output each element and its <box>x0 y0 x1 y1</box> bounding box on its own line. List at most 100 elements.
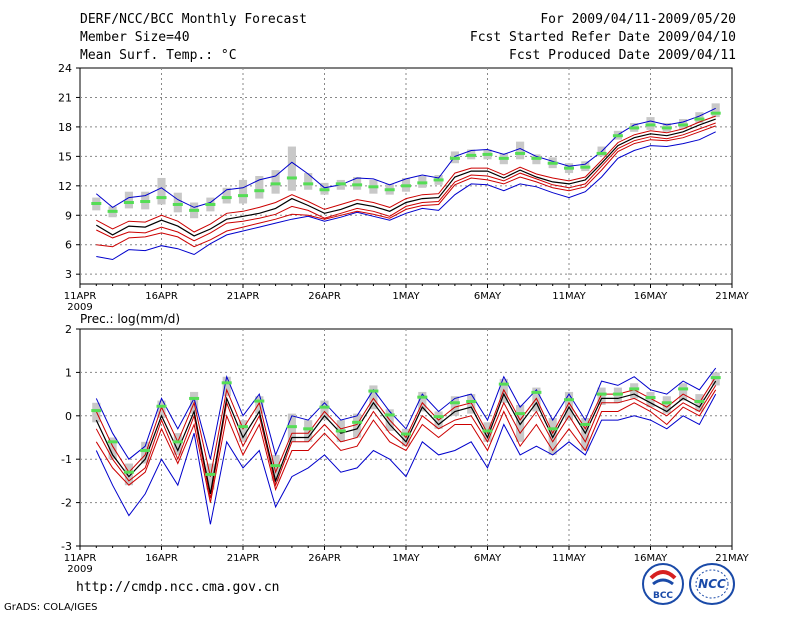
temp-median-marker <box>710 111 721 115</box>
temp-xtick-label: 11MAY <box>552 291 586 302</box>
prec-q25-line <box>95 385 717 499</box>
prec-spread-box <box>467 394 476 414</box>
produced-date: Fcst Produced Date 2009/04/11 <box>509 48 736 63</box>
temp-median-marker <box>270 182 281 186</box>
temp-q75-line <box>96 115 716 233</box>
temp-ytick-label: 9 <box>65 209 72 222</box>
prec-xtick-label: 11MAY <box>552 553 586 564</box>
prec-median-marker <box>123 470 134 474</box>
temp-xtick-label: 11APR <box>64 291 97 302</box>
prec-ytick-label: -1 <box>61 453 72 466</box>
prec-spread-box <box>222 376 231 397</box>
prec-spread-box <box>646 391 655 408</box>
prec-median-marker <box>319 405 330 409</box>
prec-spread-box <box>238 420 248 442</box>
prec-xtick-label: 21APR <box>227 553 260 564</box>
prec-median-marker <box>221 381 232 385</box>
temp-ytick-label: 6 <box>65 239 72 252</box>
prec-median-marker <box>629 387 640 391</box>
prec-ytick-label: -3 <box>61 540 72 553</box>
temp-ytick-label: 3 <box>65 268 72 281</box>
temp-median-marker <box>156 196 167 200</box>
temp-median-marker <box>238 194 248 198</box>
temp-median-marker <box>303 182 314 186</box>
prec-median-marker <box>352 420 363 424</box>
prec-median-marker <box>678 387 689 391</box>
prec-median-marker <box>564 398 574 402</box>
source-url[interactable]: http://cmdp.ncc.cma.gov.cn <box>76 580 280 595</box>
bcc-logo: BCC <box>642 563 684 605</box>
bcc-logo-text: BCC <box>653 591 673 601</box>
prec-ytick-label: 2 <box>65 323 72 336</box>
prec-xtick-label: 1MAY <box>392 553 420 564</box>
temp-median-marker <box>645 123 656 127</box>
temp-median-marker <box>596 151 607 155</box>
prec-q75-line <box>95 376 717 477</box>
temp-median-marker <box>319 188 330 192</box>
temp-spread-box <box>124 191 133 209</box>
temp-median-marker <box>661 126 672 130</box>
prec-spread-box <box>369 385 378 410</box>
temp-median-marker <box>286 176 297 180</box>
temp-xtick-label: 16MAY <box>634 291 668 302</box>
prec-xtick-label: 26APR <box>308 553 341 564</box>
prec-median-marker <box>466 399 477 403</box>
prec-spread-box <box>157 400 166 418</box>
temp-median-marker <box>189 208 200 212</box>
prec-spread-box <box>141 441 150 464</box>
temp-xtick-label: 1MAY <box>392 291 420 302</box>
temp-median-marker <box>205 202 216 206</box>
temp-q10-line <box>96 125 716 248</box>
prec-median-marker <box>335 429 346 433</box>
prec-median-marker <box>107 440 118 444</box>
temp-median-marker <box>449 156 460 160</box>
temp-median-marker <box>433 178 444 182</box>
prec-median-marker <box>596 392 607 396</box>
ncc-logo-text: NCC <box>698 577 726 591</box>
figure-title: DERF/NCC/BCC Monthly Forecast <box>80 12 307 27</box>
prec-median-marker <box>238 425 248 429</box>
temp-xtick-label: 6MAY <box>474 291 502 302</box>
prec-median-marker <box>482 429 493 433</box>
prec-spread-box <box>418 391 427 412</box>
prec-median-marker <box>547 427 558 431</box>
temp-xtick-label: 26APR <box>308 291 341 302</box>
prec-median-marker <box>254 399 265 403</box>
prec-ytick-label: 1 <box>65 366 72 379</box>
temp-median-marker <box>417 181 428 185</box>
prec-median-marker <box>661 401 672 405</box>
prec-median-marker <box>189 396 200 400</box>
prec-median-marker <box>498 382 509 386</box>
temp-xtick-label: 21APR <box>227 291 260 302</box>
temp-ytick-label: 24 <box>58 62 72 75</box>
prec-median-marker <box>140 449 151 453</box>
temp-median-marker <box>91 201 102 205</box>
prec-xtick-label: 16APR <box>145 553 178 564</box>
prec-min-line <box>95 393 717 525</box>
prec-median-marker <box>433 415 444 419</box>
temp-max-line <box>95 107 716 209</box>
temp-median-marker <box>564 166 574 170</box>
temp-spread-box <box>271 170 280 194</box>
temp-spread-box <box>304 173 313 190</box>
temp-median-marker <box>694 117 705 121</box>
temp-xtick-year: 2009 <box>67 302 92 310</box>
prec-median-marker <box>710 376 721 380</box>
ncc-logo: NCC <box>689 563 735 605</box>
prec-median-marker <box>612 392 623 396</box>
prec-spread-box <box>662 396 671 414</box>
prec-spread-box <box>597 387 606 405</box>
temp-spread-box <box>255 176 264 199</box>
temp-median-marker <box>172 202 183 206</box>
variable-label: Mean Surf. Temp.: °C <box>80 48 237 63</box>
prec-q10-line <box>95 389 717 503</box>
temp-min-line <box>96 131 716 261</box>
temp-xtick-label: 16APR <box>145 291 178 302</box>
temp-ytick-label: 15 <box>58 150 72 163</box>
temp-median-marker <box>107 209 118 213</box>
prec-ytick-label: 0 <box>65 410 72 423</box>
prec-median-marker <box>515 412 526 416</box>
